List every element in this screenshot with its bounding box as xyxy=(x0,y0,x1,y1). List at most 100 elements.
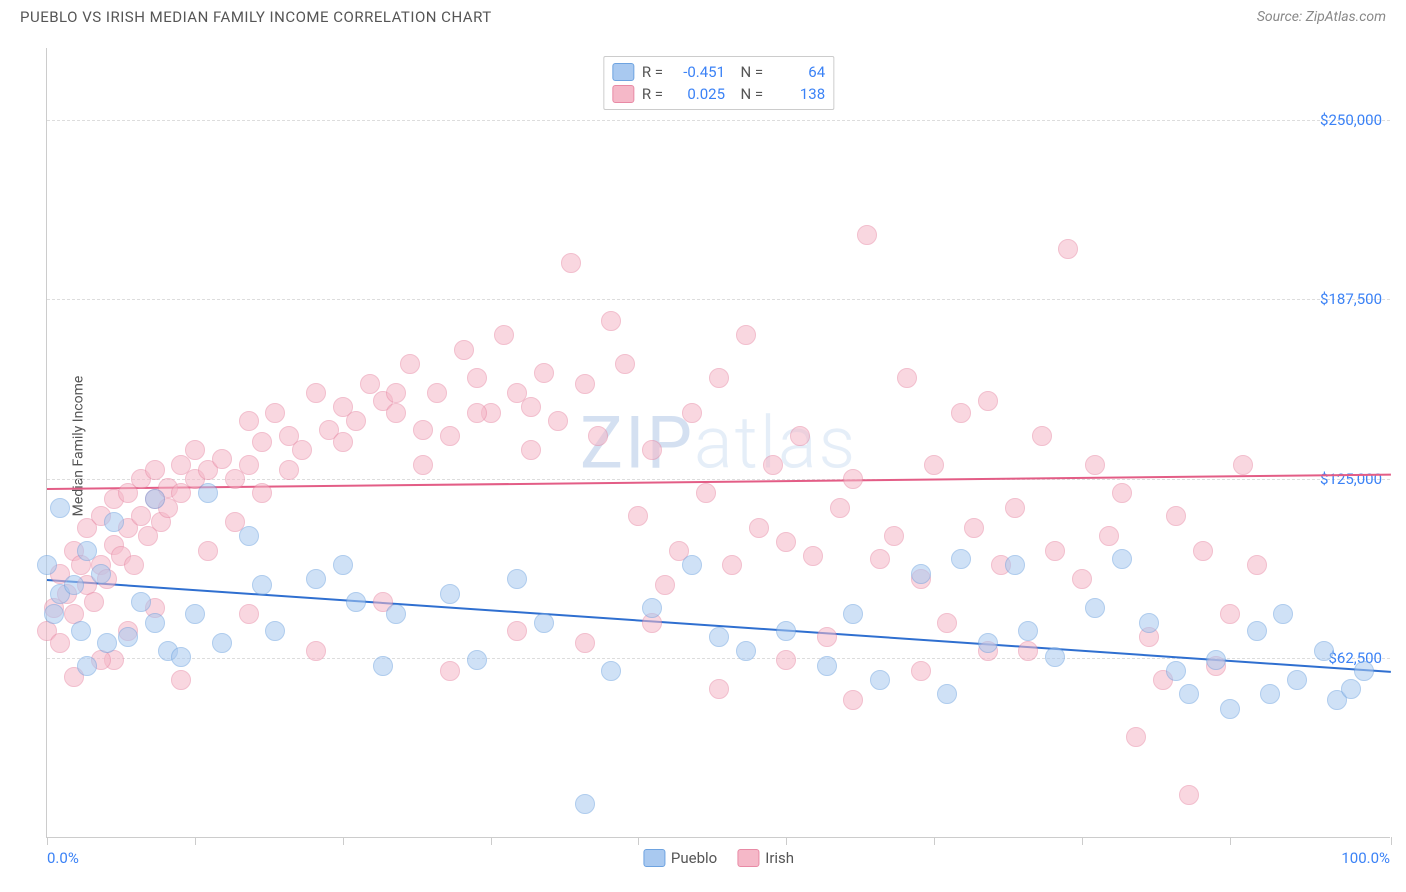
irish-point xyxy=(615,354,635,374)
irish-point xyxy=(521,397,541,417)
irish-point xyxy=(386,383,406,403)
pueblo-point xyxy=(951,549,971,569)
pueblo-point xyxy=(44,604,64,624)
irish-point xyxy=(400,354,420,374)
irish-point xyxy=(575,633,595,653)
x-tick xyxy=(1391,837,1392,845)
pueblo-n-value: 64 xyxy=(775,63,825,81)
irish-point xyxy=(709,679,729,699)
legend-item-pueblo: Pueblo xyxy=(643,849,717,867)
pueblo-point xyxy=(870,670,890,690)
irish-point xyxy=(1072,569,1092,589)
gridline xyxy=(47,479,1390,480)
irish-point xyxy=(145,460,165,480)
pueblo-point xyxy=(333,555,353,575)
irish-point xyxy=(1193,541,1213,561)
x-tick xyxy=(638,837,639,845)
pueblo-point xyxy=(346,592,366,612)
irish-point xyxy=(467,403,487,423)
irish-point xyxy=(964,518,984,538)
chart-title: PUEBLO VS IRISH MEDIAN FAMILY INCOME COR… xyxy=(20,8,492,26)
irish-point xyxy=(494,325,514,345)
x-tick xyxy=(491,837,492,845)
pueblo-point xyxy=(1179,684,1199,704)
irish-point xyxy=(360,374,380,394)
pueblo-swatch-icon xyxy=(643,849,665,867)
irish-point xyxy=(830,498,850,518)
pueblo-point xyxy=(386,604,406,624)
irish-point xyxy=(440,661,460,681)
y-tick-label: $187,500 xyxy=(1320,290,1382,308)
pueblo-point xyxy=(373,656,393,676)
pueblo-point xyxy=(1005,555,1025,575)
pueblo-point xyxy=(1045,647,1065,667)
pueblo-point xyxy=(1287,670,1307,690)
pueblo-r-value: -0.451 xyxy=(675,63,725,81)
series-legend: Pueblo Irish xyxy=(643,849,794,867)
pueblo-point xyxy=(77,541,97,561)
irish-point xyxy=(790,426,810,446)
pueblo-point xyxy=(1314,641,1334,661)
y-tick-label: $125,000 xyxy=(1320,470,1382,488)
irish-point xyxy=(265,403,285,423)
irish-point xyxy=(252,483,272,503)
irish-point xyxy=(1058,239,1078,259)
irish-point xyxy=(897,368,917,388)
pueblo-point xyxy=(37,555,57,575)
legend-item-irish: Irish xyxy=(737,849,794,867)
irish-point xyxy=(696,483,716,503)
pueblo-point xyxy=(265,621,285,641)
irish-point xyxy=(951,403,971,423)
irish-point xyxy=(467,368,487,388)
pueblo-point xyxy=(937,684,957,704)
irish-point xyxy=(1018,641,1038,661)
pueblo-point xyxy=(1018,621,1038,641)
irish-point xyxy=(1247,555,1267,575)
irish-swatch xyxy=(612,85,634,103)
pueblo-point xyxy=(145,613,165,633)
x-tick xyxy=(47,837,48,845)
irish-point xyxy=(1005,498,1025,518)
pueblo-point xyxy=(1206,650,1226,670)
pueblo-point xyxy=(534,613,554,633)
irish-point xyxy=(440,426,460,446)
irish-point xyxy=(722,555,742,575)
irish-point xyxy=(749,518,769,538)
irish-point xyxy=(50,633,70,653)
irish-point xyxy=(171,670,191,690)
pueblo-point xyxy=(507,569,527,589)
irish-point xyxy=(521,440,541,460)
pueblo-point xyxy=(978,633,998,653)
irish-point xyxy=(1099,526,1119,546)
x-tick xyxy=(934,837,935,845)
pueblo-point xyxy=(1260,684,1280,704)
irish-point xyxy=(413,455,433,475)
irish-point xyxy=(413,420,433,440)
gridline xyxy=(47,120,1390,121)
pueblo-point xyxy=(64,575,84,595)
pueblo-point xyxy=(736,641,756,661)
irish-point xyxy=(1032,426,1052,446)
pueblo-point xyxy=(601,661,621,681)
pueblo-point xyxy=(776,621,796,641)
irish-point xyxy=(131,506,151,526)
x-min-label: 0.0% xyxy=(47,849,79,867)
irish-point xyxy=(239,604,259,624)
irish-point xyxy=(978,391,998,411)
pueblo-point xyxy=(198,483,218,503)
pueblo-point xyxy=(1112,549,1132,569)
irish-point xyxy=(1112,483,1132,503)
x-tick xyxy=(343,837,344,845)
irish-point xyxy=(1233,455,1253,475)
irish-point xyxy=(1166,506,1186,526)
pueblo-point xyxy=(1220,699,1240,719)
pueblo-point xyxy=(306,569,326,589)
scatter-chart: ZIPatlas R = -0.451 N = 64 R = 0.025 N =… xyxy=(46,48,1390,838)
irish-point xyxy=(682,403,702,423)
irish-point xyxy=(776,650,796,670)
pueblo-point xyxy=(642,598,662,618)
x-tick xyxy=(195,837,196,845)
pueblo-point xyxy=(239,526,259,546)
pueblo-point xyxy=(1354,661,1374,681)
irish-point xyxy=(239,411,259,431)
